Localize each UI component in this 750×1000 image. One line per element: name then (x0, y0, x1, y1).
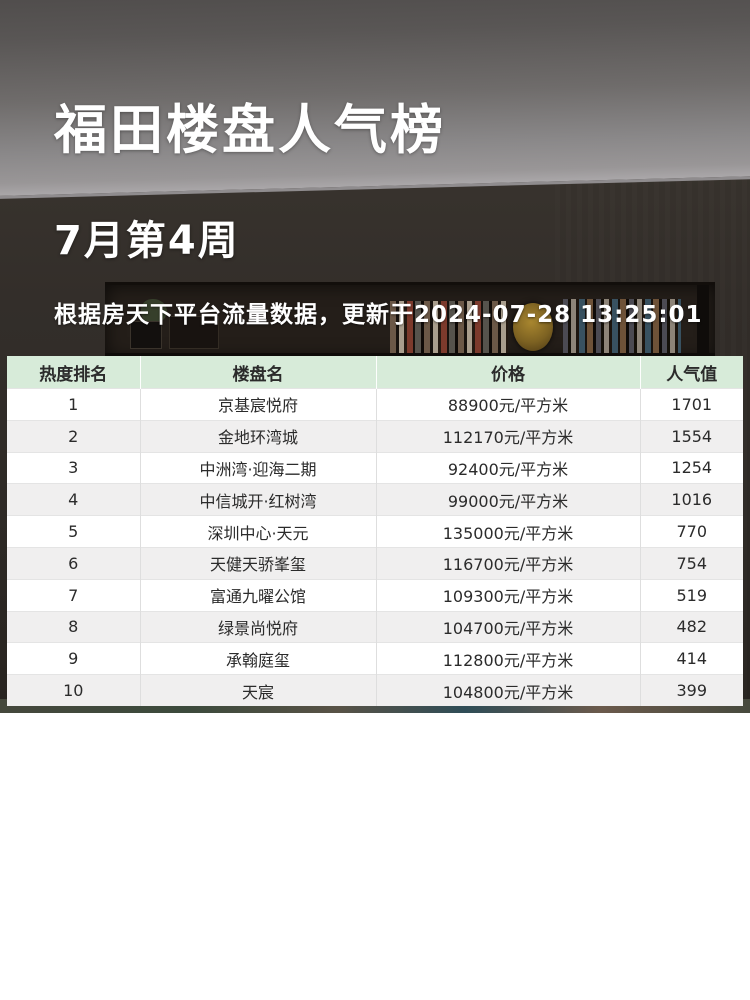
table-row: 5 深圳中心·天元 135000元/平方米 770 (7, 515, 743, 548)
price-cell: 112170元/平方米 (376, 419, 641, 453)
table-row: 9 承翰庭玺 112800元/平方米 414 (7, 642, 743, 675)
name-cell: 绿景尚悦府 (140, 610, 377, 643)
price-cell: 104700元/平方米 (376, 610, 641, 643)
table-row: 7 富通九曜公馆 109300元/平方米 519 (7, 578, 743, 612)
price-cell: 116700元/平方米 (376, 546, 641, 580)
column-header-rank: 热度排名 (7, 356, 141, 389)
popularity-cell: 1016 (640, 483, 743, 516)
rank-cell: 6 (7, 546, 141, 580)
price-cell: 135000元/平方米 (376, 515, 641, 548)
price-cell: 109300元/平方米 (376, 578, 641, 612)
gold-ornament (513, 303, 553, 351)
price-cell: 112800元/平方米 (376, 642, 641, 675)
shelf-divider (697, 285, 709, 359)
table-row: 4 中信城开·红树湾 99000元/平方米 1016 (7, 483, 743, 516)
table-row: 8 绿景尚悦府 104700元/平方米 482 (7, 610, 743, 643)
rank-cell: 7 (7, 578, 141, 612)
rank-cell: 5 (7, 515, 141, 548)
popularity-cell: 414 (640, 642, 743, 675)
header-row: 热度排名 楼盘名 价格 人气值 (7, 356, 743, 389)
ranking-table-body: 1 京基宸悦府 88900元/平方米 1701 2 金地环湾城 112170元/平方米 155… (7, 388, 743, 706)
popularity-cell: 1554 (640, 419, 743, 453)
popularity-cell: 770 (640, 515, 743, 548)
plant-decoration (141, 299, 167, 323)
rank-cell: 1 (7, 388, 141, 421)
popularity-cell: 482 (640, 610, 743, 643)
price-cell: 104800元/平方米 (376, 674, 641, 706)
popularity-cell: 1254 (640, 451, 743, 484)
rank-cell: 9 (7, 642, 141, 675)
price-cell: 92400元/平方米 (376, 451, 641, 484)
data-source-note: 根据房天下平台流量数据，更新于2024-07-28 13:25:01 (54, 302, 703, 328)
table-row: 10 天宸 104800元/平方米 399 (7, 674, 743, 706)
column-header-popularity: 人气值 (640, 356, 743, 389)
table-row: 6 天健天骄峯玺 116700元/平方米 754 (7, 546, 743, 580)
column-header-name: 楼盘名 (140, 356, 377, 389)
name-cell: 承翰庭玺 (140, 642, 377, 675)
rank-cell: 8 (7, 610, 141, 643)
popularity-cell: 519 (640, 578, 743, 612)
table-row: 2 金地环湾城 112170元/平方米 1554 (7, 419, 743, 453)
photo-frame (169, 316, 219, 349)
name-cell: 深圳中心·天元 (140, 515, 377, 548)
table-row: 3 中洲湾·迎海二期 92400元/平方米 1254 (7, 451, 743, 484)
name-cell: 天宸 (140, 674, 377, 706)
page-title: 福田楼盘人气榜 (54, 100, 446, 161)
name-cell: 中洲湾·迎海二期 (140, 451, 377, 484)
page-subtitle: 7月第4周 (54, 218, 240, 264)
popularity-cell: 754 (640, 546, 743, 580)
name-cell: 天健天骄峯玺 (140, 546, 377, 580)
ranking-table-header: 热度排名 楼盘名 价格 人气值 (7, 356, 743, 389)
rank-cell: 4 (7, 483, 141, 516)
rank-cell: 3 (7, 451, 141, 484)
name-cell: 中信城开·红树湾 (140, 483, 377, 516)
rank-cell: 2 (7, 419, 141, 453)
name-cell: 京基宸悦府 (140, 388, 377, 421)
price-cell: 99000元/平方米 (376, 483, 641, 516)
name-cell: 金地环湾城 (140, 419, 377, 453)
popularity-cell: 1701 (640, 388, 743, 421)
photo-frame (130, 321, 162, 349)
rank-cell: 10 (7, 674, 141, 706)
books-row (390, 301, 508, 353)
popularity-cell: 399 (640, 674, 743, 706)
ranking-table: 热度排名 楼盘名 价格 人气值 1 京基宸悦府 88900元/平方米 1701 2 金地环… (7, 356, 743, 706)
name-cell: 富通九曜公馆 (140, 578, 377, 612)
books-row (563, 299, 681, 353)
column-header-price: 价格 (376, 356, 641, 389)
table-row: 1 京基宸悦府 88900元/平方米 1701 (7, 388, 743, 421)
price-cell: 88900元/平方米 (376, 388, 641, 421)
